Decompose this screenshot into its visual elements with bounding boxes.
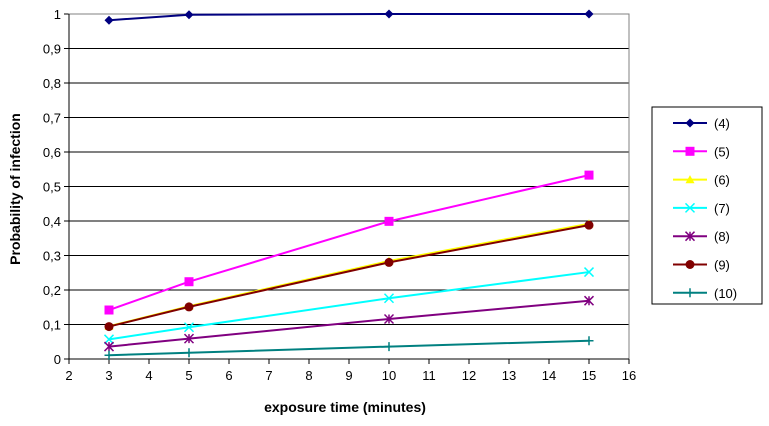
data-point: [384, 216, 394, 226]
legend-label: (4): [714, 116, 730, 131]
x-tick-label: 12: [462, 368, 476, 383]
x-tick-label: 9: [345, 368, 352, 383]
legend-marker: [685, 118, 695, 128]
data-point: [383, 293, 395, 304]
legend-item: (8): [673, 229, 730, 244]
y-tick-labels: 0 0,1 0,2 0,3 0,4 0,5 0,6 0,7 0,8 0,9 1: [43, 7, 61, 367]
data-point: [584, 170, 594, 180]
legend-item: (5): [673, 144, 730, 159]
data-point: [384, 342, 394, 352]
x-tick-label: 13: [502, 368, 516, 383]
legend-items: (4) (5) (6) (7) (8) (9) (10): [673, 116, 737, 301]
y-tick-label: 0,8: [43, 76, 61, 91]
legend-marker: [684, 231, 696, 242]
x-tick-label: 16: [622, 368, 636, 383]
x-tick-label: 15: [582, 368, 596, 383]
series-line: [108, 174, 590, 311]
legend-marker: [685, 260, 695, 269]
legend-box: [651, 106, 763, 305]
series-6: [104, 220, 594, 332]
data-point: [103, 334, 115, 345]
series-2: [104, 170, 594, 315]
series-5: [103, 295, 595, 352]
data-point: [104, 15, 114, 25]
series-line: [108, 224, 590, 328]
legend-marker: [685, 175, 695, 184]
legend-item: (6): [673, 173, 730, 188]
data-point: [184, 302, 194, 312]
x-tick-label: 6: [225, 368, 232, 383]
y-tick-label: 0,2: [43, 283, 61, 298]
data-point: [184, 348, 194, 358]
series-line: [108, 271, 590, 341]
data-point: [383, 313, 395, 325]
data-point: [583, 267, 595, 278]
y-tick-label: 0,9: [43, 42, 61, 57]
y-tick-label: 0: [54, 352, 61, 367]
data-point: [584, 9, 594, 19]
legend-label: (6): [714, 173, 730, 188]
legend-item: (9): [673, 258, 730, 273]
data-point: [384, 257, 394, 267]
legend-item: (10): [673, 286, 737, 301]
series-line: [108, 339, 590, 357]
legend-marker: [685, 288, 695, 298]
data-point: [104, 305, 114, 315]
y-tick-label: 1: [54, 7, 61, 22]
data-point: [104, 350, 114, 360]
data-point: [183, 322, 195, 333]
legend-label: (7): [714, 201, 730, 216]
data-point: [184, 277, 194, 287]
series-1: [104, 9, 594, 25]
legend-item: (4): [673, 116, 730, 131]
series-line: [108, 299, 590, 348]
x-tick-label: 7: [265, 368, 272, 383]
legend-label: (10): [714, 286, 737, 301]
legend-marker: [685, 146, 695, 156]
y-axis-title: Probability of infection: [7, 113, 23, 265]
data-point: [103, 341, 115, 352]
y-tick-label: 0,4: [43, 214, 61, 229]
data-point: [584, 336, 594, 346]
x-axis-title: exposure time (minutes): [264, 399, 426, 415]
axes: [64, 13, 630, 364]
legend-label: (8): [714, 229, 730, 244]
x-tick-label: 4: [145, 368, 152, 383]
series-7: [104, 336, 594, 360]
data-point: [583, 295, 595, 306]
x-tick-labels: 2 3 4 5 6 7 8 9 10 11 12 13 14 15 16: [65, 368, 636, 383]
legend-marker: [684, 202, 696, 213]
legend-label: (9): [714, 258, 730, 273]
series-line: [108, 13, 589, 22]
y-tick-label: 0,7: [43, 111, 61, 126]
series-3: [104, 219, 594, 330]
x-tick-label: 8: [305, 368, 312, 383]
data-point: [384, 9, 394, 19]
legend: (4) (5) (6) (7) (8) (9) (10): [651, 106, 763, 305]
legend-item: (7): [673, 201, 730, 216]
x-tick-label: 14: [542, 368, 556, 383]
y-tick-label: 0,3: [43, 249, 61, 264]
y-tick-label: 0,6: [43, 145, 61, 160]
data-point: [104, 322, 114, 332]
series: [103, 9, 595, 360]
x-tick-label: 11: [422, 368, 436, 383]
y-tick-label: 0,1: [43, 318, 61, 333]
x-tick-label: 10: [382, 368, 396, 383]
x-tick-label: 2: [65, 368, 72, 383]
data-point: [183, 333, 195, 344]
data-point: [184, 10, 194, 20]
data-point: [584, 220, 594, 230]
x-tick-label: 5: [185, 368, 192, 383]
legend-label: (5): [714, 144, 730, 159]
y-tick-label: 0,5: [43, 180, 61, 195]
series-4: [103, 267, 595, 345]
x-tick-label: 3: [105, 368, 112, 383]
